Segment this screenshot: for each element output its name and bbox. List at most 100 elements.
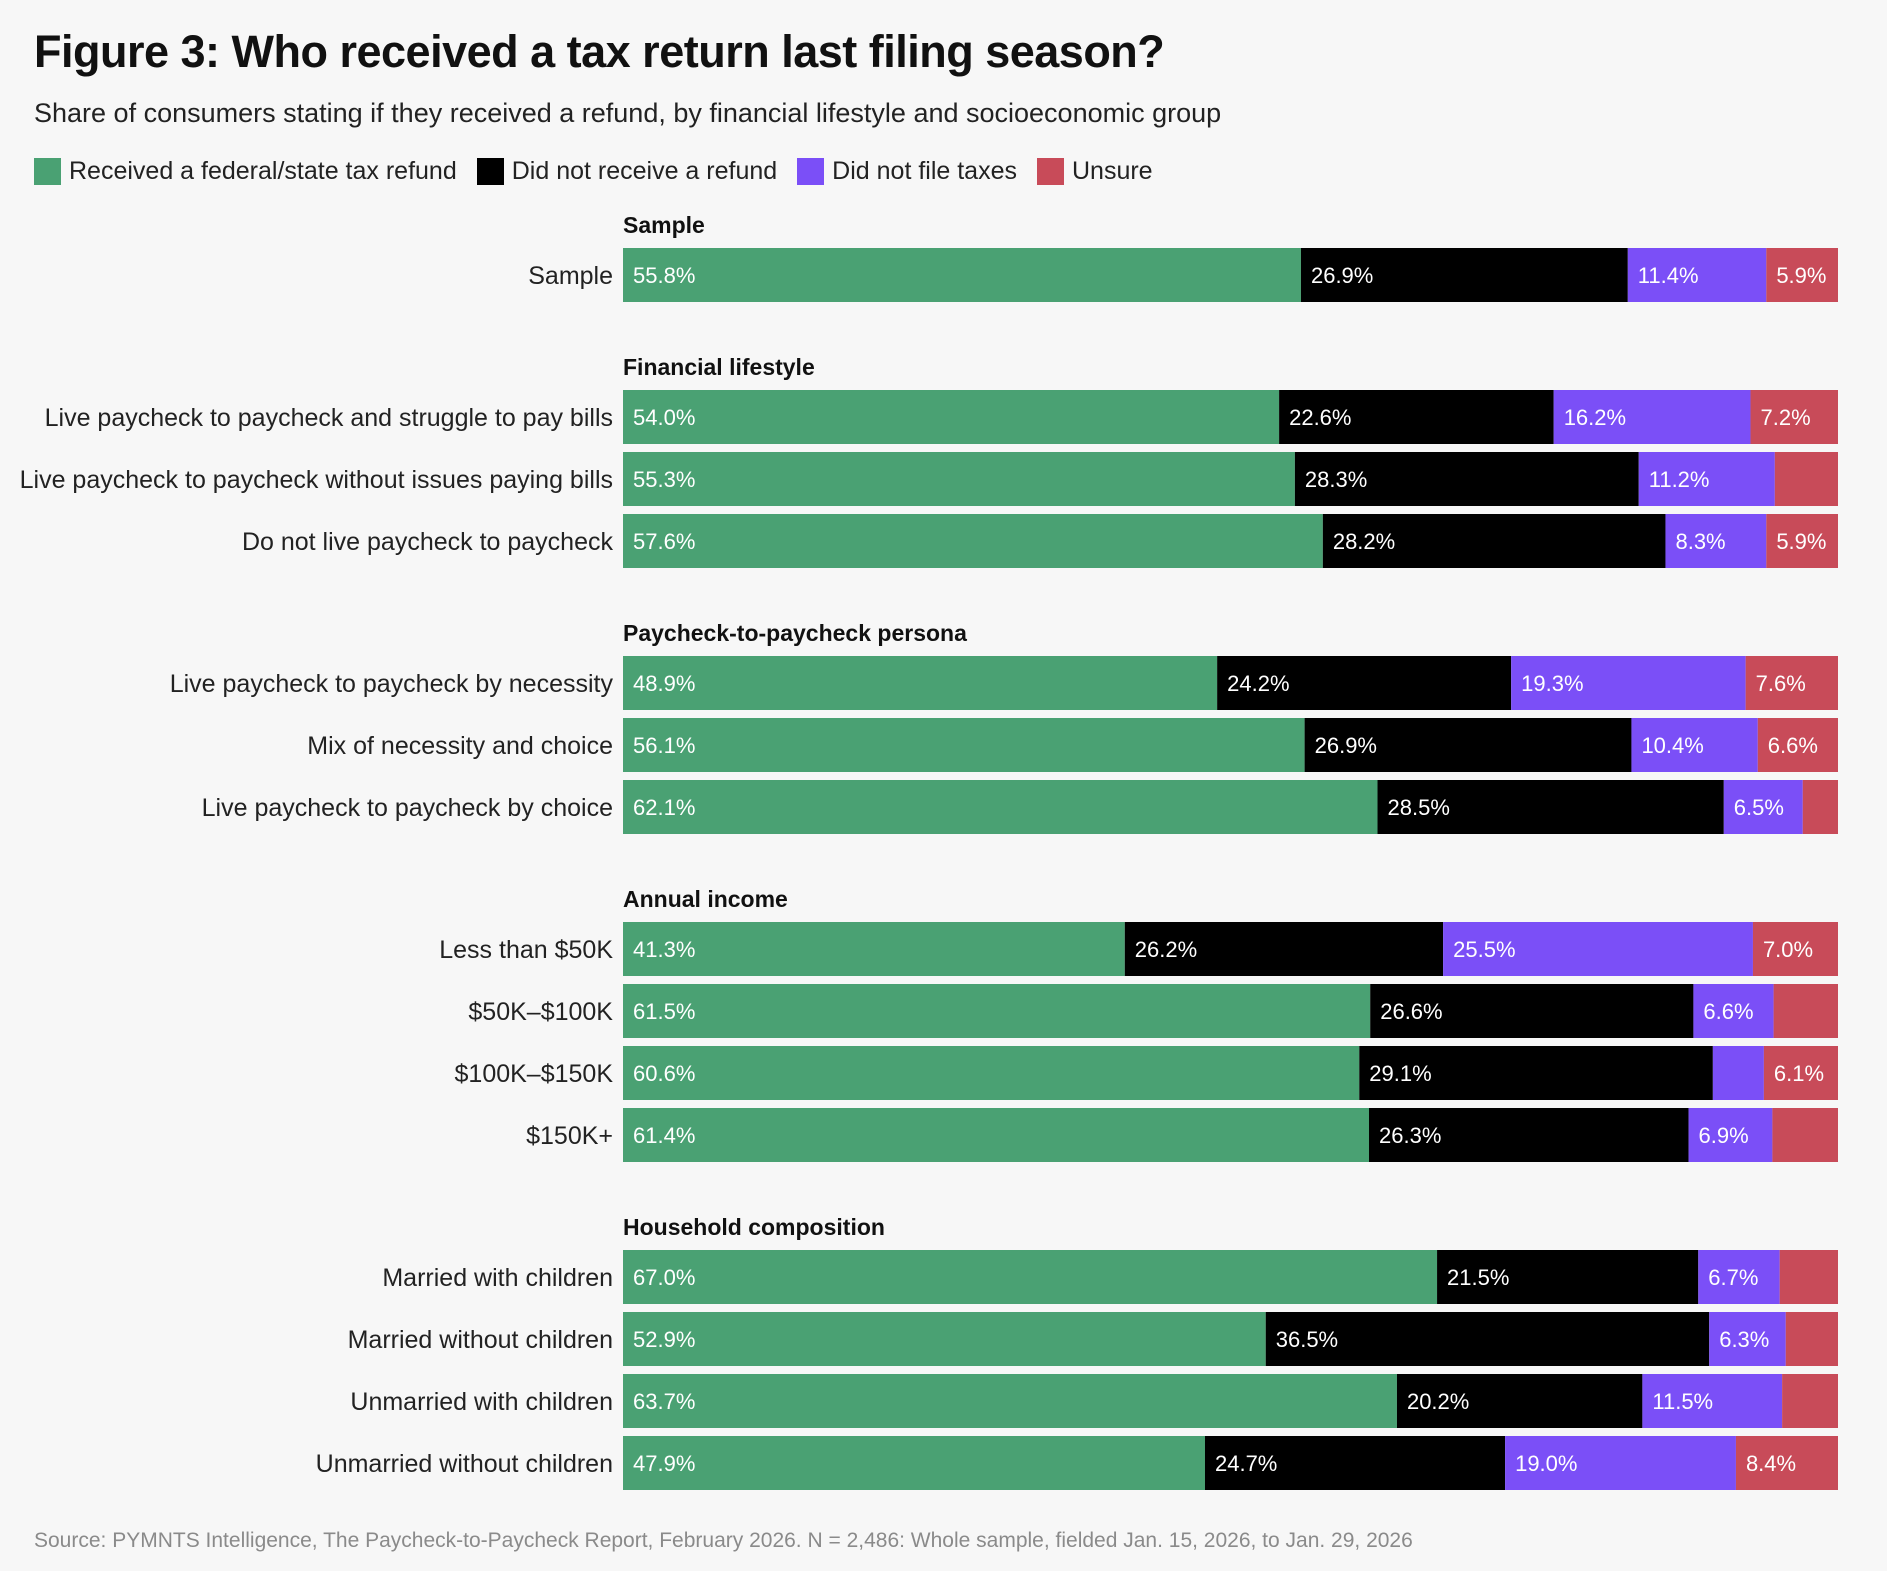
bar-segment-live-paycheck-to-paycheck-by-necessity-did-not-file-taxes [1511,656,1746,710]
bar-segment-married-with-children-unsure [1779,1250,1838,1304]
bar-segment-mix-of-necessity-and-choice-did-not-file-taxes [1631,718,1758,772]
data-label-sample-received-a-federal-state-tax-refund: 55.8% [633,263,695,288]
bar-segment-50k-100k-did-not-receive-a-refund [1370,984,1694,1038]
data-label-live-paycheck-to-paycheck-without-issues-paying-bills-did-not-receive-a-refund: 28.3% [1305,467,1367,492]
bar-segment-live-paycheck-to-paycheck-by-necessity-unsure [1745,656,1838,710]
bar-segment-50k-100k-unsure [1773,984,1838,1038]
data-label-mix-of-necessity-and-choice-did-not-file-taxes: 10.4% [1641,733,1703,758]
bar-segment-less-than-50k-did-not-receive-a-refund [1124,922,1444,976]
data-label-do-not-live-paycheck-to-paycheck-unsure: 5.9% [1776,529,1826,554]
legend-label-received: Received a federal/state tax refund [69,157,457,185]
data-label-unmarried-without-children-did-not-file-taxes: 19.0% [1515,1451,1577,1476]
data-label-100k-150k-received-a-federal-state-tax-refund: 60.6% [633,1061,695,1086]
data-label-do-not-live-paycheck-to-paycheck-did-not-receive-a-refund: 28.2% [1333,529,1395,554]
bar-segment-mix-of-necessity-and-choice-unsure [1757,718,1838,772]
group-header-financial-lifestyle: Financial lifestyle [623,354,815,380]
bar-segment-married-without-children-received-a-federal-state-tax-refund [623,1312,1266,1366]
row-label-live-paycheck-to-paycheck-by-choice: Live paycheck to paycheck by choice [202,794,613,822]
row-label-100k-150k: $100K–$150K [455,1060,614,1088]
data-label-100k-150k-unsure: 6.1% [1774,1061,1824,1086]
legend-label-not-received: Did not receive a refund [511,157,778,185]
data-label-live-paycheck-to-paycheck-by-necessity-did-not-file-taxes: 19.3% [1521,671,1583,696]
data-label-mix-of-necessity-and-choice-did-not-receive-a-refund: 26.9% [1315,733,1377,758]
bar-segment-live-paycheck-to-paycheck-by-necessity-received-a-federal-state-tax-refund [623,656,1218,710]
bar-segment-do-not-live-paycheck-to-paycheck-did-not-receive-a-refund [1322,514,1666,568]
data-label-live-paycheck-to-paycheck-and-struggle-to-pay-bills-received-a-federal-state-tax-refund: 54.0% [633,405,695,430]
legend: Received a federal/state tax refund Did … [34,157,1173,186]
row-label-married-without-children: Married without children [348,1326,613,1354]
data-label-unmarried-with-children-did-not-receive-a-refund: 20.2% [1407,1389,1469,1414]
data-label-live-paycheck-to-paycheck-by-choice-did-not-receive-a-refund: 28.5% [1388,795,1450,820]
group-header-paycheck-to-paycheck-persona: Paycheck-to-paycheck persona [623,620,967,646]
bar-segment-mix-of-necessity-and-choice-did-not-receive-a-refund [1304,718,1632,772]
row-label-150k: $150K+ [526,1122,613,1150]
data-label-live-paycheck-to-paycheck-by-necessity-unsure: 7.6% [1756,671,1806,696]
data-label-live-paycheck-to-paycheck-and-struggle-to-pay-bills-did-not-file-taxes: 16.2% [1564,405,1626,430]
bar-segment-50k-100k-received-a-federal-state-tax-refund [623,984,1371,1038]
data-label-less-than-50k-did-not-file-taxes: 25.5% [1453,937,1515,962]
data-label-married-without-children-received-a-federal-state-tax-refund: 52.9% [633,1327,695,1352]
bar-segment-unmarried-with-children-did-not-receive-a-refund [1396,1374,1643,1428]
bar-segment-live-paycheck-to-paycheck-without-issues-paying-bills-did-not-receive-a-refund [1294,452,1639,506]
data-label-less-than-50k-did-not-receive-a-refund: 26.2% [1135,937,1197,962]
data-label-live-paycheck-to-paycheck-by-necessity-did-not-receive-a-refund: 24.2% [1227,671,1289,696]
data-label-unmarried-without-children-received-a-federal-state-tax-refund: 47.9% [633,1451,695,1476]
bar-segment-100k-150k-did-not-receive-a-refund [1359,1046,1713,1100]
bar-segment-live-paycheck-to-paycheck-by-choice-received-a-federal-state-tax-refund [623,780,1378,834]
bar-segment-married-with-children-did-not-file-taxes [1698,1250,1780,1304]
data-label-unmarried-with-children-received-a-federal-state-tax-refund: 63.7% [633,1389,695,1414]
row-label-50k-100k: $50K–$100K [468,998,613,1026]
bar-segment-50k-100k-did-not-file-taxes [1693,984,1774,1038]
bar-segment-sample-did-not-receive-a-refund [1300,248,1628,302]
chart-title: Figure 3: Who received a tax return last… [34,26,1165,77]
group-header-annual-income: Annual income [623,886,788,912]
chart-subtitle: Share of consumers stating if they recei… [34,98,1222,128]
bar-segment-married-with-children-received-a-federal-state-tax-refund [623,1250,1438,1304]
group-header-sample: Sample [623,212,705,238]
bar-segment-150k-unsure [1772,1108,1838,1162]
bar-segment-unmarried-without-children-did-not-file-taxes [1505,1436,1736,1490]
bar-segment-100k-150k-unsure [1763,1046,1838,1100]
bar-segment-live-paycheck-to-paycheck-and-struggle-to-pay-bills-did-not-file-taxes [1553,390,1751,444]
data-label-live-paycheck-to-paycheck-by-necessity-received-a-federal-state-tax-refund: 48.9% [633,671,695,696]
bar-segment-less-than-50k-did-not-file-taxes [1443,922,1753,976]
bar-segment-married-without-children-did-not-receive-a-refund [1265,1312,1710,1366]
bar-segment-150k-did-not-file-taxes [1688,1108,1773,1162]
legend-swatch-not-received [476,158,504,185]
data-label-sample-did-not-receive-a-refund: 26.9% [1311,263,1373,288]
legend-item-not-filed: Did not file taxes [797,157,1017,186]
data-label-married-without-children-did-not-file-taxes: 6.3% [1719,1327,1769,1352]
data-label-married-without-children-did-not-receive-a-refund: 36.5% [1276,1327,1338,1352]
bar-segment-unmarried-with-children-unsure [1782,1374,1838,1428]
legend-swatch-received [34,158,61,185]
bar-segment-live-paycheck-to-paycheck-by-necessity-did-not-receive-a-refund [1217,656,1512,710]
data-label-sample-unsure: 5.9% [1776,263,1826,288]
data-label-150k-did-not-file-taxes: 6.9% [1699,1123,1749,1148]
bar-segment-do-not-live-paycheck-to-paycheck-unsure [1766,514,1838,568]
bar-segment-live-paycheck-to-paycheck-by-choice-did-not-receive-a-refund [1377,780,1724,834]
bar-segment-less-than-50k-unsure [1752,922,1838,976]
bar-segment-unmarried-with-children-did-not-file-taxes [1642,1374,1783,1428]
legend-swatch-not-filed [797,158,825,185]
bar-segment-married-without-children-unsure [1785,1312,1838,1366]
data-label-sample-did-not-file-taxes: 11.4% [1638,263,1699,288]
row-label-sample: Sample [528,262,613,290]
bar-segment-live-paycheck-to-paycheck-by-choice-did-not-file-taxes [1723,780,1803,834]
bar-segment-married-with-children-did-not-receive-a-refund [1437,1250,1699,1304]
row-label-live-paycheck-to-paycheck-and-struggle-to-pay-bills: Live paycheck to paycheck and struggle t… [45,404,613,432]
data-label-do-not-live-paycheck-to-paycheck-received-a-federal-state-tax-refund: 57.6% [633,529,695,554]
row-label-unmarried-without-children: Unmarried without children [316,1450,613,1478]
bar-segment-live-paycheck-to-paycheck-by-choice-unsure [1802,780,1838,834]
bar-segment-live-paycheck-to-paycheck-without-issues-paying-bills-received-a-federal-state-tax-refund [623,452,1295,506]
data-label-50k-100k-received-a-federal-state-tax-refund: 61.5% [633,999,695,1024]
legend-item-unsure: Unsure [1037,157,1153,186]
bar-segment-mix-of-necessity-and-choice-received-a-federal-state-tax-refund [623,718,1305,772]
bar-segment-live-paycheck-to-paycheck-without-issues-paying-bills-did-not-file-taxes [1638,452,1775,506]
data-label-live-paycheck-to-paycheck-without-issues-paying-bills-received-a-federal-state-tax-refund: 55.3% [633,467,695,492]
data-label-150k-did-not-receive-a-refund: 26.3% [1379,1123,1441,1148]
row-label-mix-of-necessity-and-choice: Mix of necessity and choice [307,732,613,760]
bar-segment-sample-did-not-file-taxes [1627,248,1767,302]
legend-item-received: Received a federal/state tax refund [34,157,457,186]
legend-swatch-unsure [1037,158,1064,185]
